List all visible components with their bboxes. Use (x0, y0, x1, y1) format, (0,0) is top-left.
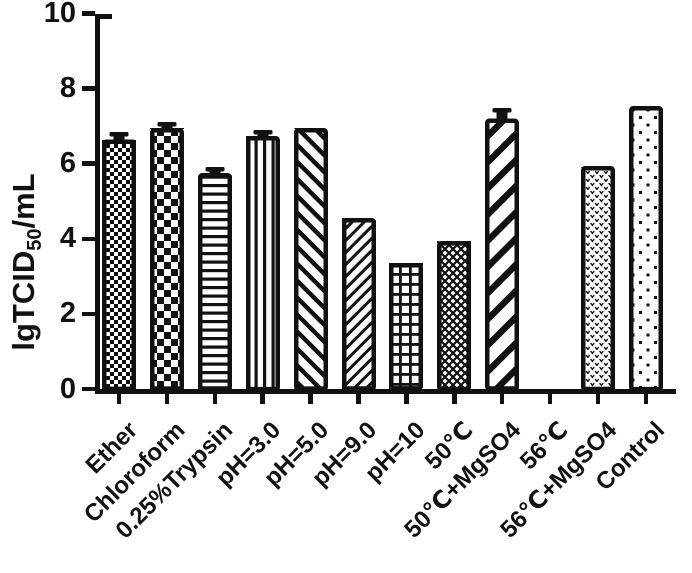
bar-fill-crosshatch-diag (437, 240, 472, 391)
bar-pH=3.0 (245, 129, 280, 391)
bar-fill-scales (581, 165, 615, 391)
error-bar-cap (157, 122, 177, 127)
y-axis-title-suffix: /mL (6, 173, 41, 229)
bar-pH=10 (389, 263, 424, 391)
y-tick-mark-10 (82, 11, 95, 16)
error-bar-cap (109, 131, 129, 137)
y-tick-mark-6 (82, 161, 95, 166)
bar-50℃ (437, 240, 472, 391)
error-bar-cap (205, 167, 225, 172)
y-axis-top-stub (95, 14, 112, 19)
y-tick-label-2: 2 (59, 297, 76, 330)
bar-fill-grid (389, 263, 424, 391)
y-tick-label-0: 0 (59, 372, 76, 405)
bar-border (389, 263, 424, 391)
y-tick-mark-2 (82, 311, 95, 317)
x-tick-mark-9 (547, 391, 553, 404)
bar-border (245, 135, 280, 391)
x-tick-mark-11 (643, 391, 649, 404)
x-tick-mark-1 (164, 391, 170, 404)
error-bar-cap (492, 108, 512, 113)
y-tick-mark-8 (82, 86, 95, 91)
x-tick-mark-6 (404, 391, 409, 404)
bar-0.25%Trypsin (197, 167, 232, 391)
bar-fill-diag-back-thin (341, 218, 376, 391)
y-tick-label-4: 4 (59, 222, 76, 255)
bar-56℃+MgSO4 (581, 165, 615, 391)
bar-Control (628, 105, 663, 391)
x-tick-mark-2 (212, 391, 218, 404)
bar-Chloroform (149, 122, 184, 391)
bar-border (102, 139, 136, 391)
bar-fill-dots (628, 105, 663, 391)
bar-fill-checker-fine (102, 139, 136, 391)
bar-border (628, 105, 663, 391)
bar-border (341, 218, 376, 391)
bar-pH=5.0 (293, 128, 328, 391)
bar-border (197, 173, 232, 391)
x-tick-mark-7 (452, 391, 457, 404)
y-tick-mark-0 (82, 386, 95, 392)
bar-border (437, 240, 472, 391)
bar-pH=9.0 (341, 218, 376, 391)
x-tick-mark-10 (595, 391, 601, 404)
bar-border (581, 165, 615, 391)
x-axis-line (95, 389, 676, 394)
y-tick-label-10: 10 (43, 0, 76, 29)
x-tick-mark-5 (356, 391, 361, 404)
y-tick-mark-4 (82, 236, 95, 242)
bar-border (293, 128, 328, 391)
x-tick-mark-8 (499, 391, 505, 404)
bar-border (485, 118, 520, 391)
bar-fill-checker-coarse (149, 128, 184, 391)
bar-fill-diag-fwd (293, 128, 328, 391)
bar-border (149, 128, 184, 391)
x-tick-mark-0 (116, 391, 122, 404)
error-bar-cap (253, 129, 273, 135)
bar-Ether (102, 131, 136, 391)
bar-fill-hlines (197, 173, 232, 391)
y-tick-label-6: 6 (59, 147, 76, 180)
bar-fill-diag-back-thick (485, 118, 520, 391)
bar-50℃+MgSO4 (485, 108, 520, 391)
bar-fill-vlines (245, 135, 280, 391)
y-axis-line (95, 14, 100, 394)
y-tick-label-8: 8 (59, 72, 76, 105)
x-tick-mark-3 (260, 391, 265, 404)
x-tick-mark-4 (308, 391, 313, 404)
